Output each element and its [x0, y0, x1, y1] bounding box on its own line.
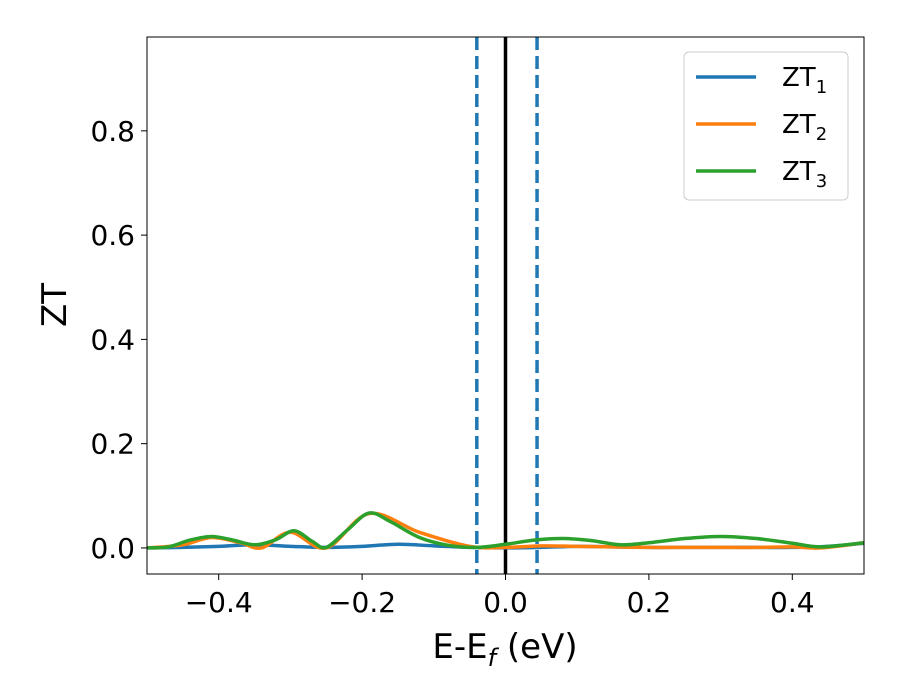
y-tick-label: 0.2 [90, 428, 135, 461]
x-axis-label: E-Ef (eV) [432, 627, 577, 672]
x-tick-label: −0.2 [328, 586, 396, 619]
series-layer [147, 511, 864, 551]
y-tick-label: 0.6 [90, 219, 135, 252]
y-tick-label: 0.8 [90, 115, 135, 148]
x-axis: −0.4 −0.2 0.0 0.2 0.4 [185, 574, 815, 619]
y-axis: 0.0 0.2 0.4 0.6 0.8 [90, 115, 147, 565]
legend-label-zt3: ZT3 [782, 157, 827, 192]
x-tick-label: 0.2 [627, 586, 672, 619]
x-tick-label: 0.4 [770, 586, 815, 619]
x-tick-label: 0.0 [483, 586, 528, 619]
legend-label-zt2: ZT2 [782, 110, 827, 145]
reference-lines [475, 37, 539, 574]
y-tick-label: 0.0 [90, 532, 135, 565]
legend: ZT1 ZT2 ZT3 [683, 51, 849, 201]
legend-box [683, 51, 849, 201]
y-axis-label: ZT [35, 283, 75, 327]
legend-label-zt1: ZT1 [782, 63, 827, 98]
x-tick-label: −0.4 [185, 586, 253, 619]
y-tick-label: 0.4 [90, 323, 135, 356]
series-line-zt3 [147, 511, 864, 550]
